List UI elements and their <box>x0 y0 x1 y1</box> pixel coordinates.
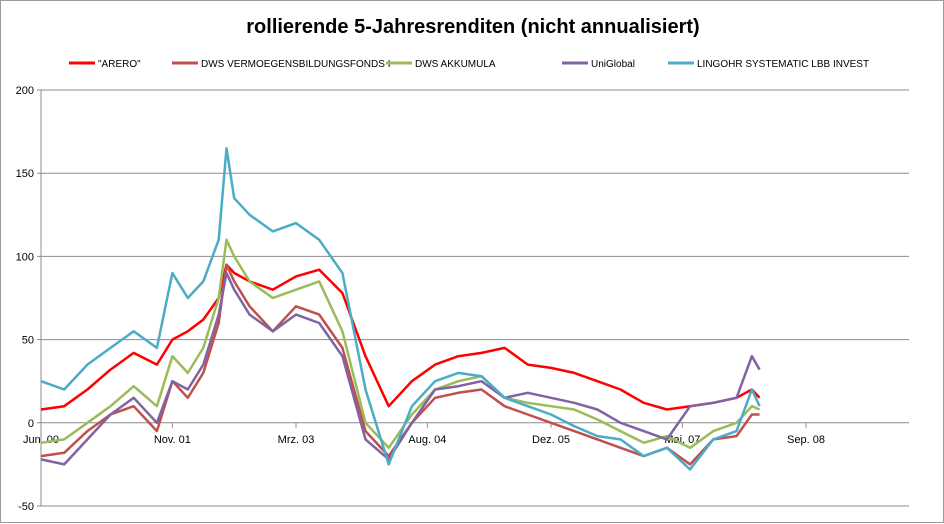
gridlines <box>41 89 909 507</box>
y-tick-label: 100 <box>16 251 34 263</box>
y-tick-label: 200 <box>16 85 34 97</box>
x-tick-label: Dez. 05 <box>532 434 570 446</box>
x-tick-label: Mai. 07 <box>664 434 700 446</box>
series-line-3 <box>40 271 761 466</box>
legend-label: LINGOHR SYSTEMATIC LBB INVEST <box>697 59 869 70</box>
legend-label: "ARERO" <box>98 59 141 70</box>
legend-item: UniGlobal <box>562 59 635 70</box>
x-tick-label: Mrz. 03 <box>278 434 315 446</box>
x-tick-label: Aug. 04 <box>408 434 446 446</box>
legend-label: DWS AKKUMULA <box>415 59 496 70</box>
y-tick-label: -50 <box>18 501 34 513</box>
x-tick-label: Jun. 00 <box>23 434 59 446</box>
legend: "ARERO" DWS VERMOEGENSBILDUNGSFONDS I DWS … <box>69 59 869 70</box>
legend-item: "ARERO" <box>69 59 141 70</box>
x-tick-label: Nov. 01 <box>154 434 191 446</box>
series-line-4 <box>40 146 761 471</box>
y-tick-label: 150 <box>16 168 34 180</box>
legend-label: UniGlobal <box>591 59 635 70</box>
x-tick-label: Sep. 08 <box>787 434 825 446</box>
legend-label: DWS VERMOEGENSBILDUNGSFONDS I <box>201 59 390 70</box>
chart-title: rollierende 5-Jahresrenditen (nicht annu… <box>246 16 699 38</box>
legend-item: DWS VERMOEGENSBILDUNGSFONDS I <box>172 59 390 70</box>
series-line-0 <box>40 263 761 411</box>
plot-area <box>40 146 761 471</box>
y-tick-label: 50 <box>22 335 34 347</box>
legend-item: LINGOHR SYSTEMATIC LBB INVEST <box>668 59 869 70</box>
x-axis: Jun. 00 Nov. 01 Mrz. 03 Aug. 04 Dez. 05 Mai. … <box>23 422 825 446</box>
y-axis: -50 0 50 100 150 200 <box>16 85 42 513</box>
legend-item: DWS AKKUMULA <box>386 59 496 70</box>
series-line-2 <box>40 238 761 450</box>
y-tick-label: 0 <box>28 418 34 430</box>
